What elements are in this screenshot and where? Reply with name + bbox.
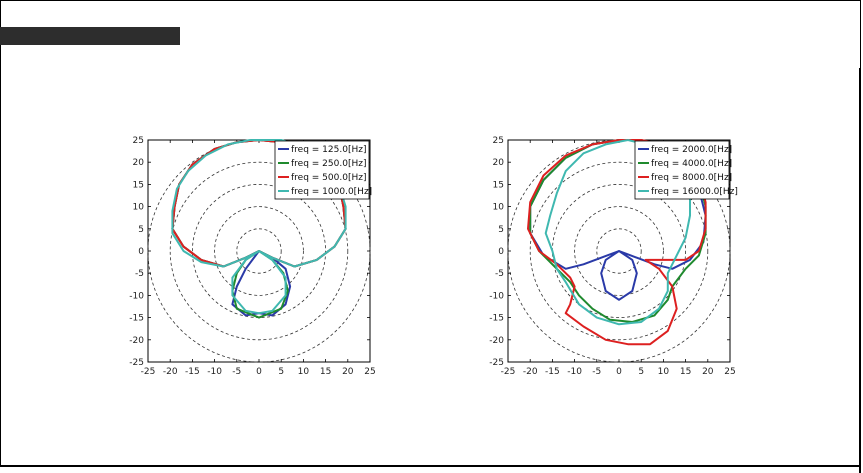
y-tick-label: -5 <box>495 269 504 279</box>
title-bar <box>0 27 180 45</box>
legend-label-3: freq = 8000.0[Hz] <box>651 173 732 183</box>
legend: freq = 125.0[Hz] freq = 250.0[Hz] freq = 5… <box>274 140 372 200</box>
x-tick-label: 10 <box>658 367 670 377</box>
y-tick-label: 10 <box>133 203 145 213</box>
y-tick-label: 20 <box>133 158 145 168</box>
legend-label-4: freq = 16000.0[Hz] <box>651 187 738 197</box>
x-tick-label: 15 <box>680 367 691 377</box>
grid-ring <box>552 184 686 318</box>
legend-label-4: freq = 1000.0[Hz] <box>291 187 372 197</box>
y-tick-label: 5 <box>138 225 144 235</box>
legend-label-2: freq = 4000.0[Hz] <box>651 159 732 169</box>
y-tick-label: 5 <box>498 225 504 235</box>
x-tick-label: -5 <box>232 367 241 377</box>
x-tick-label: -20 <box>523 367 538 377</box>
x-tick-label: 0 <box>256 367 262 377</box>
y-tick-label: 15 <box>133 180 144 190</box>
x-tick-label: 10 <box>298 367 310 377</box>
legend-label-1: freq = 125.0[Hz] <box>291 145 366 155</box>
x-tick-label: -15 <box>545 367 560 377</box>
x-tick-label: 25 <box>364 367 375 377</box>
y-tick-label: 25 <box>493 136 504 146</box>
x-tick-label: 20 <box>702 367 714 377</box>
series-line-4 <box>171 139 347 315</box>
legend: freq = 2000.0[Hz] freq = 4000.0[Hz] freq =… <box>634 140 738 200</box>
x-tick-label: -15 <box>185 367 200 377</box>
x-tick-label: 20 <box>342 367 354 377</box>
y-tick-label: -5 <box>135 269 144 279</box>
y-tick-label: 15 <box>493 180 504 190</box>
y-tick-label: 0 <box>138 247 144 257</box>
x-tick-label: -25 <box>141 367 156 377</box>
x-tick-label: -5 <box>592 367 601 377</box>
grid-ring <box>214 206 304 296</box>
x-tick-label: -10 <box>567 367 582 377</box>
grid-ring <box>236 228 282 274</box>
y-tick-label: -20 <box>129 336 144 346</box>
right-edge-line <box>859 68 861 473</box>
x-tick-label: 0 <box>616 367 622 377</box>
y-tick-label: -10 <box>489 291 504 301</box>
legend-label-2: freq = 250.0[Hz] <box>291 159 366 169</box>
y-tick-label: -15 <box>489 314 504 324</box>
x-tick-label: 5 <box>638 367 644 377</box>
x-tick-label: 25 <box>724 367 735 377</box>
x-tick-label: -25 <box>501 367 516 377</box>
grid-ring <box>596 228 642 274</box>
legend-label-3: freq = 500.0[Hz] <box>291 173 366 183</box>
x-tick-label: 15 <box>320 367 331 377</box>
y-tick-label: -25 <box>489 358 504 368</box>
grid-ring <box>169 161 349 341</box>
y-tick-label: 20 <box>493 158 505 168</box>
x-tick-label: -10 <box>207 367 222 377</box>
y-tick-label: -25 <box>129 358 144 368</box>
x-tick-label: 5 <box>278 367 284 377</box>
y-tick-label: 25 <box>133 136 144 146</box>
y-tick-label: 10 <box>493 203 505 213</box>
y-tick-label: -15 <box>129 314 144 324</box>
y-tick-label: -20 <box>489 336 504 346</box>
legend-label-1: freq = 2000.0[Hz] <box>651 145 732 155</box>
grid-ring <box>529 161 709 341</box>
y-tick-label: -10 <box>129 291 144 301</box>
polar-plot-left: -25 -20 -15 -10 -5 0 5 10 15 20 25 25 20 15 10 5 0 -5 -10-… <box>129 130 380 395</box>
grid-ring <box>192 184 326 318</box>
grid-ring <box>574 206 664 296</box>
y-tick-label: 0 <box>498 247 504 257</box>
x-tick-label: -20 <box>163 367 178 377</box>
polar-plot-right: -25 -20 -15 -10 -5 0 5 10 15 20 25 25 20 15 10 5 0 -5 -10-… <box>489 130 740 395</box>
legend-box <box>634 140 730 200</box>
legend-box <box>274 140 370 200</box>
